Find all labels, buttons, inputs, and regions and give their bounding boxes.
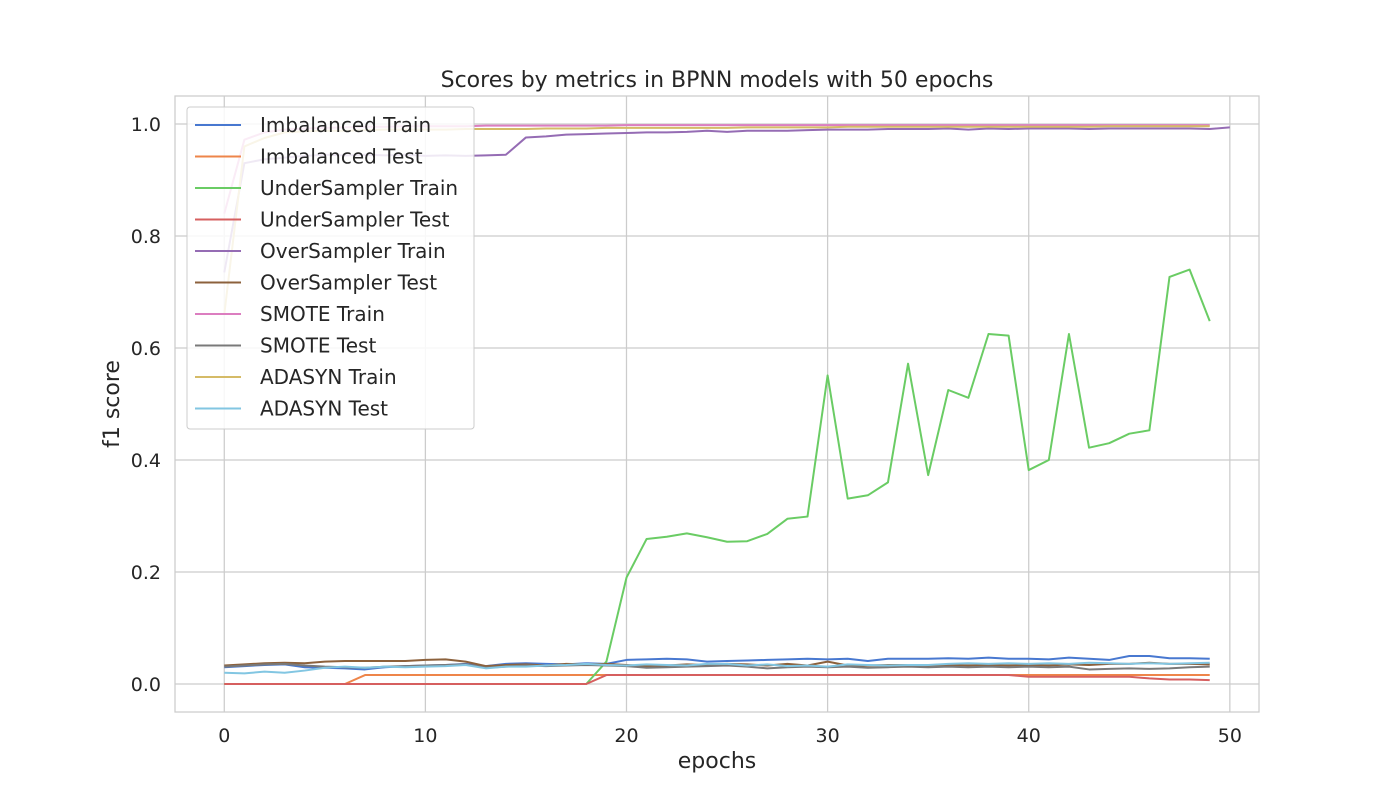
- y-tick-label: 0.0: [131, 674, 161, 696]
- legend-label: SMOTE Train: [260, 302, 385, 326]
- legend-label: Imbalanced Test: [260, 145, 423, 169]
- chart-title: Scores by metrics in BPNN models with 50…: [441, 68, 994, 93]
- legend-label: ADASYN Test: [260, 397, 388, 421]
- y-tick-label: 0.2: [131, 562, 161, 584]
- legend-label: SMOTE Test: [260, 334, 376, 358]
- x-tick-label: 30: [816, 725, 840, 747]
- legend-label: OverSampler Train: [260, 239, 446, 263]
- plot-frame: [174, 95, 1260, 713]
- x-tick-labels: 0 10 20 30 40 50: [218, 725, 1242, 747]
- y-tick-label: 1.0: [131, 114, 161, 136]
- x-tick-label: 0: [218, 725, 230, 747]
- y-tick-label: 0.8: [131, 226, 161, 248]
- x-axis-label: epochs: [678, 749, 756, 774]
- legend-label: OverSampler Test: [260, 271, 437, 295]
- x-tick-label: 50: [1218, 725, 1242, 747]
- series-line-undersampler-test: [224, 674, 1210, 685]
- y-tick-labels: 0.0 0.2 0.4 0.6 0.8 1.0: [131, 114, 161, 696]
- legend-label: UnderSampler Train: [260, 176, 458, 200]
- series-line-adasyn-test: [224, 661, 1210, 675]
- y-tick-label: 0.6: [131, 338, 161, 360]
- y-axis-label: f1 score: [100, 360, 125, 448]
- legend-label: Imbalanced Train: [260, 113, 431, 137]
- legend: Imbalanced Train Imbalanced Test UnderSamp…: [186, 106, 475, 430]
- x-tick-label: 40: [1017, 725, 1041, 747]
- grid-lines: [175, 96, 1259, 712]
- x-tick-label: 20: [614, 725, 638, 747]
- y-tick-label: 0.4: [131, 450, 161, 472]
- x-tick-label: 10: [413, 725, 437, 747]
- legend-label: UnderSampler Test: [260, 208, 450, 232]
- legend-box: [186, 106, 475, 430]
- legend-label: ADASYN Train: [260, 365, 397, 389]
